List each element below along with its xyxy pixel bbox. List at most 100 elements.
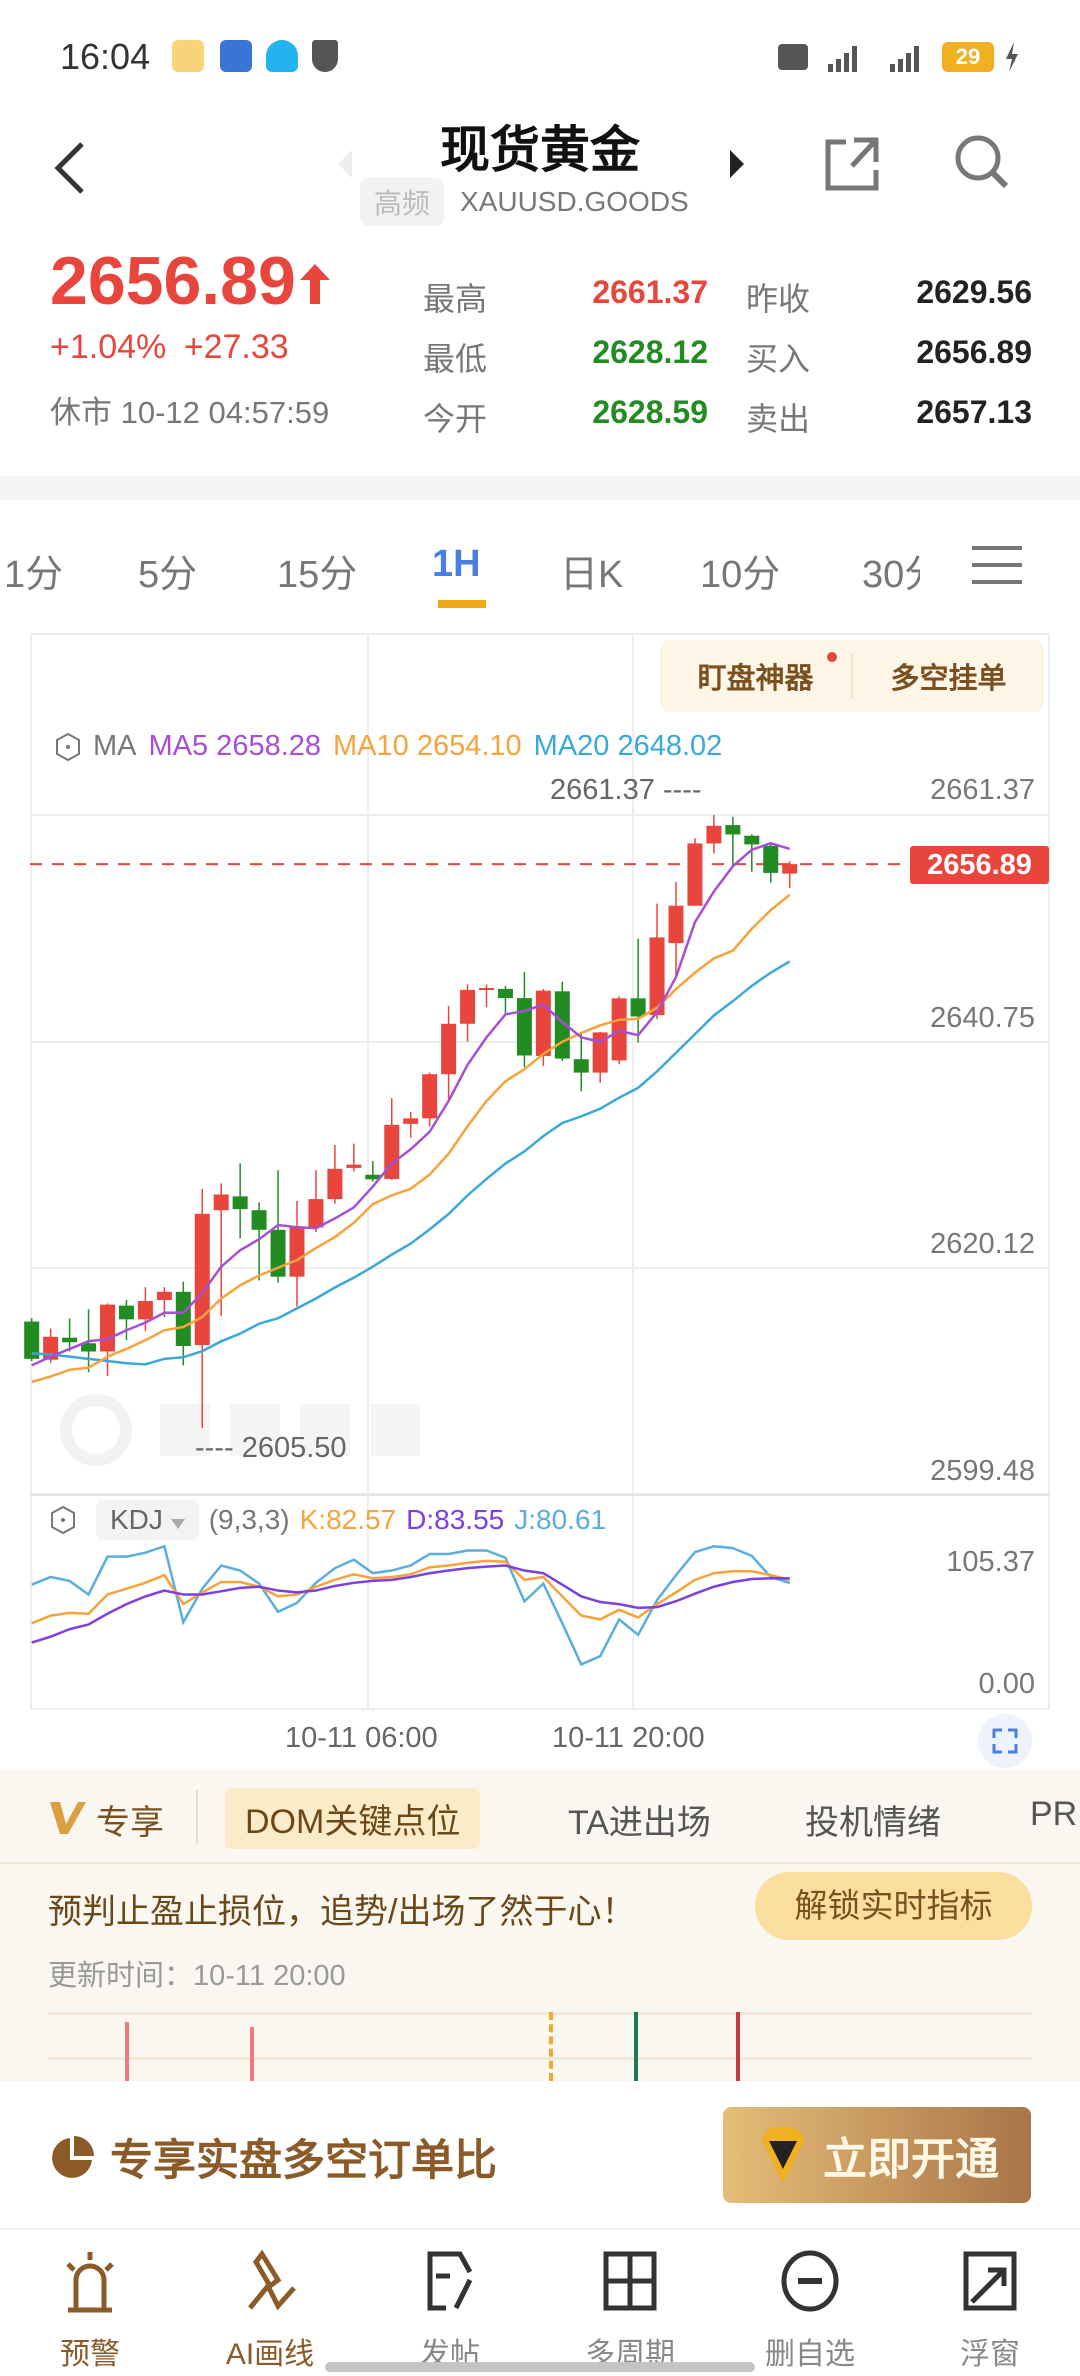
candle-body <box>365 1174 381 1180</box>
stat-label: 买入 <box>746 341 811 377</box>
ma5-value: MA5 2658.28 <box>148 730 322 762</box>
monitor-button[interactable]: 盯盘神器 <box>697 663 814 695</box>
period-tab[interactable]: 5分 <box>138 554 198 596</box>
nav-float-window[interactable]: 浮窗 <box>900 2250 1080 2373</box>
indicator-settings-icon[interactable] <box>50 1505 76 1535</box>
time-axis-label: 10-11 20:00 <box>552 1722 705 1754</box>
period-tab[interactable]: 10分 <box>700 554 781 596</box>
pro-tab-ta[interactable]: TA进出场 <box>568 1804 711 1842</box>
order-book-button[interactable]: 多空挂单 <box>890 663 1007 695</box>
next-arrow-icon[interactable] <box>730 150 744 178</box>
charging-icon <box>1006 42 1018 72</box>
nav-post[interactable]: 发帖 <box>360 2250 540 2373</box>
badge-high-freq: 高频 <box>360 178 445 226</box>
candle-body <box>725 825 741 835</box>
candle-body <box>346 1164 362 1168</box>
candle-body <box>744 835 760 845</box>
ma20-line <box>31 960 791 1366</box>
candle-body <box>118 1305 134 1320</box>
chart-tool-buttons: 盯盘神器 多空挂单 <box>660 640 1044 712</box>
nav-ai-draw[interactable]: AI画线 <box>180 2249 360 2373</box>
qq-icon <box>266 40 298 72</box>
nav-label: AI画线 <box>225 2338 315 2371</box>
candle-body <box>573 1059 589 1073</box>
kdj-legend: KDJ (9,3,3) K:82.57 D:83.55 J:80.61 <box>50 1500 606 1540</box>
kdj-axis-label: 105.37 <box>946 1546 1035 1578</box>
kdj-d: D:83.55 <box>406 1504 505 1535</box>
unlock-button[interactable]: 解锁实时指标 <box>755 1872 1032 1940</box>
candle-body <box>384 1124 400 1179</box>
nav-remove-watchlist[interactable]: 删自选 <box>720 2250 900 2373</box>
candle-body <box>554 991 570 1059</box>
candle-body <box>649 937 665 1016</box>
nav-alarm[interactable]: 预警 <box>0 2250 180 2373</box>
level-gridline <box>48 2057 1032 2060</box>
pro-tab-dom[interactable]: DOM关键点位 <box>225 1788 481 1849</box>
kdj-select[interactable]: KDJ <box>96 1500 199 1540</box>
subscribe-button[interactable]: 立即开通 <box>723 2107 1031 2203</box>
update-time: 更新时间：10-11 20:00 <box>48 1960 346 1992</box>
period-tab[interactable]: 1H <box>432 543 481 585</box>
nav-multi-period[interactable]: 多周期 <box>540 2250 720 2373</box>
period-tab[interactable]: 1分 <box>4 554 64 596</box>
candle-body <box>24 1321 40 1359</box>
home-indicator[interactable] <box>325 2362 755 2372</box>
candle-body <box>479 988 494 991</box>
candle-body <box>706 825 722 844</box>
back-icon[interactable] <box>50 140 90 196</box>
level-gridline <box>48 2012 1032 2015</box>
subscribe-label: 立即开通 <box>823 2135 999 2184</box>
ma-label[interactable]: MA <box>93 730 137 762</box>
pro-headline: 预判止盈止损位，追势/出场了然于心！ <box>48 1893 636 1931</box>
menu-icon[interactable] <box>972 545 1022 585</box>
candle-body <box>100 1304 115 1352</box>
page-title: 现货黄金 <box>440 122 640 178</box>
period-tab[interactable]: 15分 <box>277 554 358 596</box>
candle-body <box>137 1301 153 1320</box>
candle-body <box>308 1199 324 1228</box>
current-price-tag: 2656.89 <box>910 846 1049 884</box>
nav-label: 浮窗 <box>960 2338 1020 2371</box>
promo-text: 专享实盘多空订单比 <box>110 2137 497 2185</box>
candle-body <box>516 998 532 1056</box>
price-axis-label: 2661.37 <box>930 774 1035 806</box>
prev-arrow-icon[interactable] <box>338 150 352 178</box>
indicator-settings-icon[interactable] <box>55 732 81 762</box>
level-mark <box>125 2022 129 2081</box>
candle-body <box>763 845 779 873</box>
fullscreen-icon[interactable] <box>978 1714 1032 1768</box>
battery-icon: 29 <box>942 42 994 72</box>
candle-body <box>175 1291 191 1347</box>
stat-label: 最低 <box>423 341 488 377</box>
level-mark <box>634 2012 638 2081</box>
period-tab[interactable]: 日K <box>560 554 624 596</box>
low-marker: ---- 2605.50 <box>195 1432 347 1464</box>
divider <box>0 1862 1080 1864</box>
price-change: +1.04% +27.33 <box>50 328 289 367</box>
period-tab[interactable]: 30分 <box>862 554 920 596</box>
time-axis-label: 10-11 06:00 <box>285 1722 438 1754</box>
ma5-line <box>31 841 791 1367</box>
kdj-name: KDJ <box>110 1504 163 1535</box>
candle-body <box>460 989 476 1024</box>
symbol: XAUUSD.GOODS <box>460 186 689 217</box>
kline-chart[interactable] <box>30 633 1050 1710</box>
candle-body <box>668 905 684 944</box>
pro-tab-sentiment[interactable]: 投机情绪 <box>805 1804 941 1842</box>
kline-svg <box>24 633 1050 1710</box>
stat-label: 最高 <box>423 281 488 317</box>
share-icon[interactable] <box>824 136 880 192</box>
last-price: 2656.89 <box>50 243 296 319</box>
stat-label: 昨收 <box>746 281 811 317</box>
search-icon[interactable] <box>954 134 1010 192</box>
candle-body <box>782 864 798 874</box>
divider <box>0 2228 1080 2230</box>
stat-value: 2657.13 <box>916 394 1032 430</box>
kdj-params: (9,3,3) <box>208 1504 290 1535</box>
pro-tab-pr[interactable]: PR <box>1030 1795 1078 1833</box>
stocks-app-icon <box>220 40 252 72</box>
candle-body <box>213 1194 229 1211</box>
signal-icons <box>778 44 919 72</box>
candle-body <box>251 1210 267 1230</box>
stat-label: 今开 <box>423 401 488 437</box>
